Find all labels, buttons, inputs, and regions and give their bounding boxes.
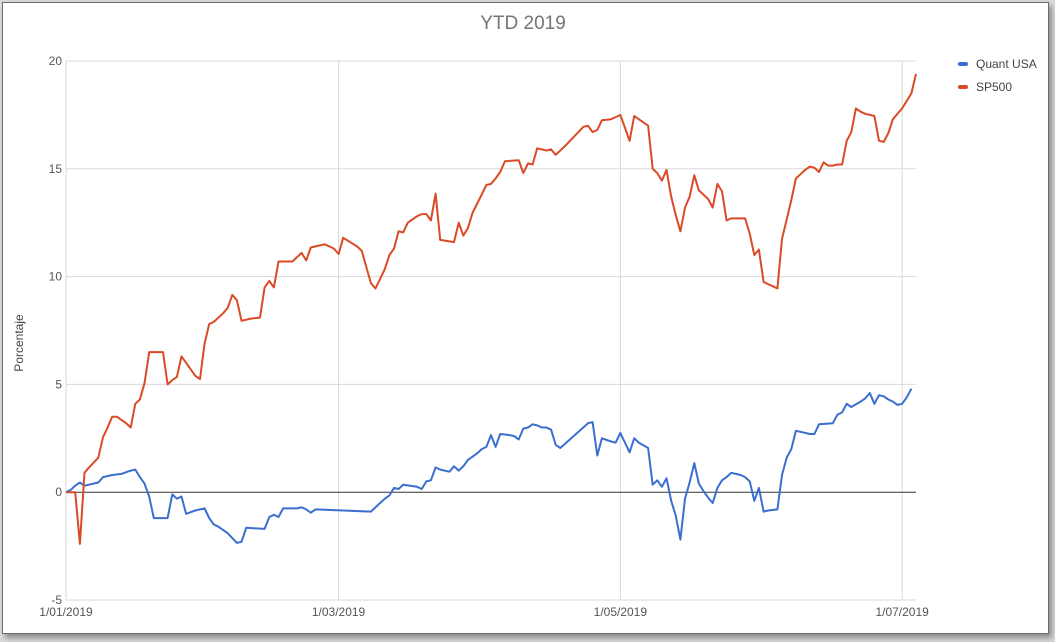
series-lines — [65, 73, 917, 545]
legend-item-quant-usa: Quant USA — [958, 54, 1037, 74]
chart-frame: YTD 2019 Porcentaje -5 0 5 10 15 20 1/01/2019 1… — [2, 2, 1049, 634]
legend-item-sp500: SP500 — [958, 77, 1037, 97]
y-tick-label: 0 — [55, 485, 62, 499]
x-tick-label: 1/07/2019 — [875, 605, 929, 619]
y-tick-label: -5 — [51, 593, 62, 607]
legend-swatch-quant-usa — [958, 62, 968, 66]
series-line-sp500 — [66, 73, 917, 545]
y-tick-label: 10 — [49, 270, 63, 284]
y-tick-label: 15 — [49, 162, 63, 176]
legend-label-sp500: SP500 — [976, 80, 1013, 94]
chart-title: YTD 2019 — [480, 13, 566, 34]
series-line-quant-usa — [65, 388, 913, 544]
axis-ticks: -5 0 5 10 15 20 1/01/2019 1/03/2019 1/05/2019 1/0… — [39, 54, 929, 619]
x-tick-label: 1/05/2019 — [594, 605, 648, 619]
line-chart: -5 0 5 10 15 20 1/01/2019 1/03/2019 1/05/2019 1/0… — [39, 54, 929, 619]
legend-label-quant-usa: Quant USA — [976, 57, 1037, 71]
legend-swatch-sp500 — [958, 85, 968, 89]
x-tick-label: 1/01/2019 — [39, 605, 93, 619]
x-tick-label: 1/03/2019 — [312, 605, 366, 619]
y-tick-label: 20 — [49, 54, 63, 68]
legend: Quant USA SP500 — [958, 54, 1037, 100]
y-tick-label: 5 — [55, 377, 62, 391]
gridlines — [65, 60, 916, 601]
